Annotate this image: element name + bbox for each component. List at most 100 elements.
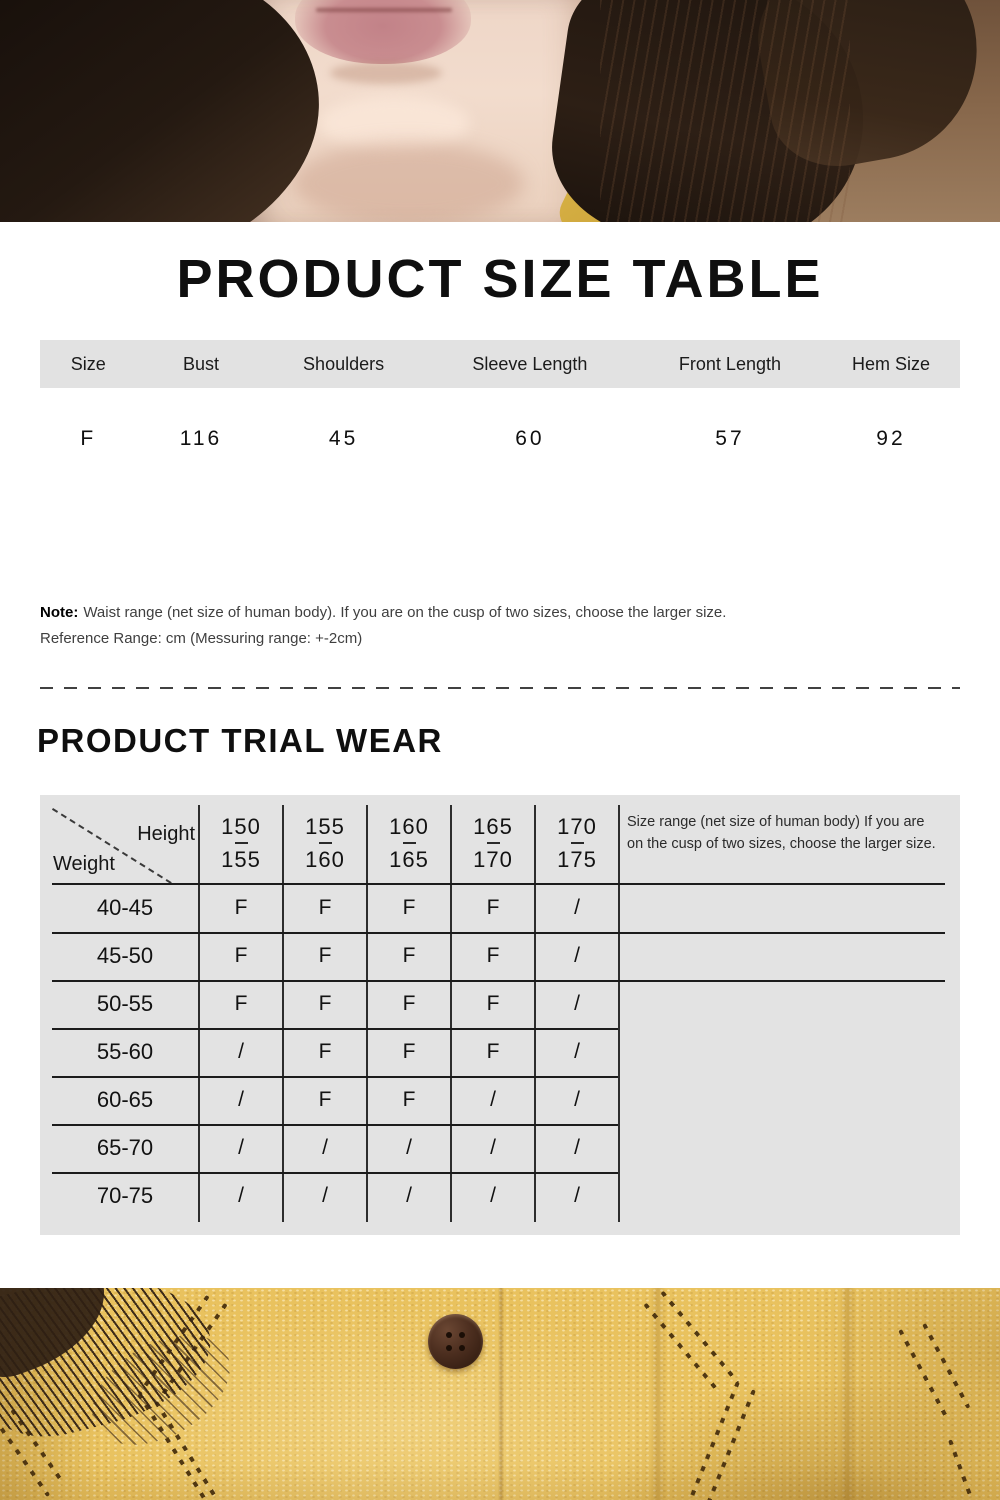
trial-cell: F (318, 1040, 332, 1063)
grid-vline (198, 805, 200, 1222)
product-photo-bottom (0, 1288, 1000, 1500)
note-text: Waist range (net size of human body). If… (83, 604, 727, 621)
grid-vline (618, 805, 620, 1222)
trial-cell: F (402, 944, 416, 967)
column-header-sleeve-length: Sleeve Length (472, 353, 588, 374)
trial-cell: / (322, 1184, 328, 1207)
height-range-col-4: 165 170 (452, 815, 534, 871)
height-range-col-5: 170 175 (536, 815, 618, 871)
trial-cell: F (318, 992, 332, 1015)
trial-cell: / (490, 1184, 496, 1207)
weight-label: 60-65 (96, 1087, 154, 1112)
trial-row-70-75: 70-75 / / / / / (40, 1172, 960, 1220)
height-to: 175 (557, 847, 597, 872)
cell-size: F (80, 427, 97, 450)
range-dash (402, 842, 416, 844)
trial-cell: / (406, 1184, 412, 1207)
neck-shadow (292, 142, 524, 222)
trial-cell: / (406, 1136, 412, 1159)
grid-vline (534, 805, 536, 1222)
grid-hline (52, 1124, 618, 1126)
grid-hline (52, 1172, 618, 1174)
height-to: 165 (389, 847, 429, 872)
note-line: Note: Waist range (net size of human body… (40, 600, 960, 626)
cell-hem-size: 92 (876, 427, 906, 450)
grid-hline (52, 980, 945, 982)
trial-row-50-55: 50-55 F F F F / (40, 980, 960, 1028)
trial-cell: / (238, 1040, 244, 1063)
trial-cell: F (234, 992, 248, 1015)
trial-cell: F (318, 896, 332, 919)
note-label: Note: (40, 604, 79, 621)
trial-cell: / (574, 1088, 580, 1111)
height-to: 170 (473, 847, 513, 872)
trial-cell: / (574, 1184, 580, 1207)
trial-row-55-60: 55-60 / F F F / (40, 1028, 960, 1076)
weight-label: 65-70 (96, 1135, 154, 1160)
trial-cell: / (238, 1088, 244, 1111)
grid-vline (450, 805, 452, 1222)
trial-cell: F (486, 1040, 500, 1063)
trial-cell: F (402, 1088, 416, 1111)
height-from: 160 (389, 814, 429, 839)
under-lip-shadow (330, 62, 442, 84)
trial-row-45-50: 45-50 F F F F / (40, 932, 960, 980)
trial-cell: / (322, 1136, 328, 1159)
axis-label-height: Height (137, 823, 195, 845)
height-to: 160 (305, 847, 345, 872)
weight-label: 40-45 (96, 895, 154, 920)
trial-cell: / (574, 992, 580, 1015)
button-hole (446, 1332, 452, 1338)
trial-cell: F (402, 992, 416, 1015)
cell-front-length: 57 (715, 427, 745, 450)
weight-label: 70-75 (96, 1183, 154, 1208)
weight-label: 45-50 (96, 943, 154, 968)
range-dash (486, 842, 500, 844)
trial-cell: F (318, 944, 332, 967)
trial-cell: / (238, 1136, 244, 1159)
height-range-col-3: 160 165 (368, 815, 450, 871)
height-to: 155 (221, 847, 261, 872)
trial-cell: F (234, 896, 248, 919)
size-table-title: PRODUCT SIZE TABLE (176, 249, 824, 309)
button-hole (446, 1345, 452, 1351)
chin-highlight (318, 96, 470, 150)
size-table-header: Size Bust Shoulders Sleeve Length Front … (40, 340, 960, 388)
button-hole (459, 1332, 465, 1338)
height-from: 165 (473, 814, 513, 839)
trial-cell: / (574, 1040, 580, 1063)
trial-cell: F (402, 1040, 416, 1063)
trial-cell: F (234, 944, 248, 967)
trial-wear-title: PRODUCT TRIAL WEAR (37, 722, 443, 759)
height-from: 150 (221, 814, 261, 839)
trial-cell: F (402, 896, 416, 919)
trial-cell: / (490, 1088, 496, 1111)
column-header-bust: Bust (182, 353, 219, 374)
cell-bust: 116 (179, 427, 223, 450)
trial-cell: F (486, 992, 500, 1015)
grid-hline (52, 932, 945, 934)
trial-cell: F (486, 944, 500, 967)
trial-wear-side-note: Size range (net size of human body) If y… (627, 814, 936, 852)
column-header-hem-size: Hem Size (851, 353, 930, 374)
fabric-fold (840, 1288, 856, 1500)
size-note-block: Note: Waist range (net size of human body… (40, 600, 960, 652)
column-header-front-length: Front Length (678, 353, 781, 374)
grid-vline (366, 805, 368, 1222)
column-header-size: Size (70, 353, 106, 374)
grid-hline (52, 1076, 618, 1078)
grid-hline (52, 883, 945, 885)
trial-row-65-70: 65-70 / / / / / (40, 1124, 960, 1172)
height-range-col-2: 155 160 (284, 815, 366, 871)
grid-hline (52, 1028, 618, 1030)
model-mouth-line (316, 8, 452, 12)
trial-cell: / (574, 1136, 580, 1159)
placket-seam (498, 1288, 504, 1500)
trial-cell: F (318, 1088, 332, 1111)
hair-streaks (600, 0, 850, 222)
height-from: 170 (557, 814, 597, 839)
button-hole (459, 1345, 465, 1351)
reference-note: Reference Range: cm (Messuring range: +-… (40, 630, 363, 647)
trial-wear-table: Height Weight 150 155 155 160 160 165 16… (40, 795, 960, 1235)
